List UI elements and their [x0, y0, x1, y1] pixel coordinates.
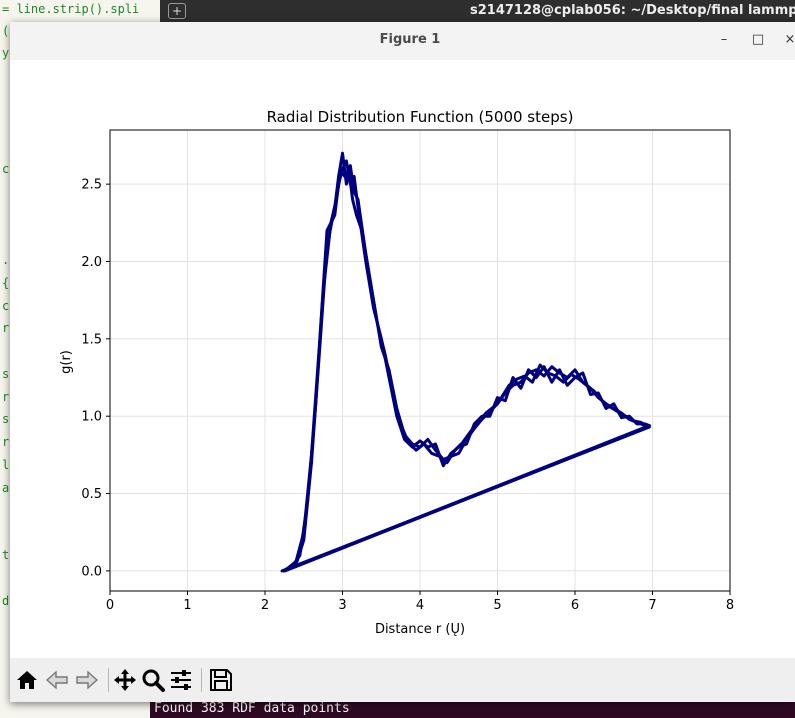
x-tick-label: 0	[106, 598, 114, 613]
y-tick-label: 2.5	[81, 178, 102, 193]
y-tick-label: 0.0	[81, 564, 102, 579]
plot-canvas[interactable]: 0 1 2 3 4 5 6 7 8 0.0 0.5 1.0 1.5 2.0 2.5 Radial Dist…	[10, 60, 795, 658]
save-icon	[210, 669, 232, 691]
x-tick-label: 4	[416, 598, 424, 613]
code-line: d	[2, 594, 10, 608]
pan-icon	[114, 669, 136, 691]
terminal-output-line: Found 383 RDF data points	[154, 701, 350, 716]
configure-subplots-button[interactable]	[168, 667, 194, 693]
rdf-series-line-3	[283, 167, 651, 573]
window-title: Figure 1	[379, 32, 441, 47]
x-tick-label: 5	[493, 598, 501, 613]
terminal-output: Found 383 RDF data points	[150, 700, 795, 718]
zoom-icon	[142, 669, 165, 692]
x-tick-label: 3	[338, 598, 346, 613]
code-line: y	[2, 46, 10, 60]
y-axis-ticks: 0.0 0.5 1.0 1.5 2.0 2.5	[81, 178, 110, 579]
background-terminal-header	[160, 0, 795, 22]
code-line: = line.strip().spli	[2, 2, 140, 16]
data-series	[280, 151, 651, 573]
home-icon	[17, 671, 37, 689]
zoom-button[interactable]	[140, 667, 166, 693]
pan-button[interactable]	[112, 667, 138, 693]
back-icon	[45, 670, 68, 690]
maximize-button[interactable]: □	[751, 32, 765, 47]
y-tick-label: 2.0	[81, 255, 102, 270]
back-button[interactable]	[44, 667, 70, 693]
close-button[interactable]: ×	[784, 32, 795, 47]
code-line: t	[2, 548, 10, 562]
y-axis-label: g(r)	[59, 350, 74, 374]
x-axis-label: Distance r (Ų)	[375, 622, 465, 637]
toolbar-separator	[201, 668, 202, 692]
navigation-toolbar	[10, 658, 795, 702]
new-tab-button[interactable]: +	[168, 3, 186, 19]
window-titlebar[interactable]: Figure 1 – □ ×	[10, 22, 795, 61]
home-button[interactable]	[14, 667, 40, 693]
x-tick-label: 2	[261, 598, 269, 613]
forward-button[interactable]	[74, 667, 100, 693]
x-tick-label: 1	[183, 598, 191, 613]
figure-window: Figure 1 – □ × 0 1 2 3 4 5 6 7 8 0.0 0.5 1.0 1.5 2.0…	[10, 22, 795, 702]
x-tick-label: 6	[571, 598, 579, 613]
save-button[interactable]	[208, 667, 234, 693]
x-tick-label: 7	[648, 598, 656, 613]
chart-title: Radial Distribution Function (5000 steps…	[267, 108, 574, 126]
terminal-title: s2147128@cplab056: ~/Desktop/final lammp…	[470, 3, 795, 18]
x-tick-label: 8	[726, 598, 734, 613]
y-tick-label: 1.0	[81, 410, 102, 425]
toolbar-separator	[108, 668, 109, 692]
y-tick-label: 1.5	[81, 332, 102, 347]
forward-icon	[76, 670, 99, 690]
configure-subplots-icon	[171, 670, 191, 690]
y-tick-label: 0.5	[81, 487, 102, 502]
x-axis-ticks: 0 1 2 3 4 5 6 7 8	[106, 591, 734, 613]
minimize-button[interactable]: –	[720, 32, 728, 47]
code-line: a	[2, 481, 10, 495]
